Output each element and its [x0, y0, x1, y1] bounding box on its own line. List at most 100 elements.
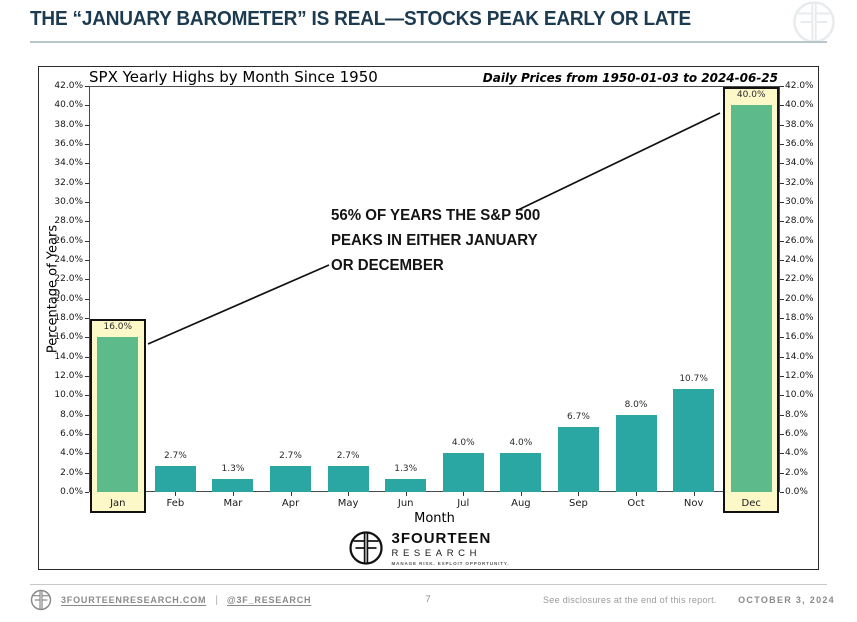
y-tick-label-left: 34.0%: [54, 158, 83, 169]
y-tick-mark: [780, 202, 784, 203]
y-tick-label-left: 42.0%: [54, 81, 83, 91]
y-tick-label-right: 22.0%: [785, 274, 814, 285]
x-tick-mark: [463, 492, 465, 496]
y-tick-label-left: 22.0%: [54, 274, 83, 285]
bar-value-jan: 16.0%: [103, 322, 133, 333]
y-tick-label-right: 20.0%: [785, 293, 814, 304]
x-tick-label-feb: Feb: [166, 498, 185, 509]
y-tick-mark: [780, 144, 784, 145]
y-tick-mark: [85, 453, 89, 455]
x-tick-mark: [175, 492, 177, 496]
y-tick-mark: [85, 260, 89, 261]
y-tick-label-left: 24.0%: [54, 255, 83, 265]
x-tick-label-aug: Aug: [511, 498, 531, 509]
y-tick-label-right: 26.0%: [785, 235, 814, 246]
x-tick-mark: [348, 492, 350, 496]
bar-aug: [500, 453, 542, 492]
y-tick-mark: [85, 492, 89, 493]
y-tick-mark: [780, 105, 784, 107]
chart-card: SPX Yearly Highs by Month Since 1950 Dai…: [38, 66, 819, 570]
x-tick-label-apr: Apr: [281, 498, 300, 509]
y-tick-label-left: 16.0%: [54, 332, 83, 343]
y-tick-label-left: 0.0%: [60, 487, 83, 497]
y-tick-mark: [85, 434, 89, 435]
y-tick-label-right: 28.0%: [785, 216, 814, 227]
y-tick-mark: [780, 124, 784, 126]
y-tick-label-left: 8.0%: [60, 409, 83, 420]
website-link[interactable]: 3FOURTEENRESEARCH.COM: [61, 595, 207, 605]
bar-value-oct: 8.0%: [624, 399, 648, 410]
y-tick-mark: [85, 279, 89, 281]
y-tick-label-left: 36.0%: [54, 139, 83, 149]
footer-logo-icon: [30, 589, 52, 611]
y-tick-mark: [780, 86, 784, 87]
y-tick-label-right: 30.0%: [785, 197, 814, 207]
y-tick-label-left: 30.0%: [54, 197, 83, 207]
y-tick-label-left: 20.0%: [54, 293, 83, 304]
y-tick-label-right: 16.0%: [785, 332, 814, 343]
x-tick-label-mar: Mar: [223, 498, 243, 509]
x-axis-label: Month: [414, 511, 455, 526]
x-tick-label-sep: Sep: [569, 498, 588, 509]
y-tick-mark: [85, 337, 89, 339]
y-tick-mark: [780, 337, 784, 339]
y-tick-mark: [85, 356, 89, 358]
bar-apr: [270, 465, 312, 492]
y-tick-mark: [780, 163, 784, 165]
y-tick-mark: [780, 434, 784, 435]
bar-value-jul: 4.0%: [451, 438, 475, 449]
brand-tagline: MANAGE RISK. EXPLOIT OPPORTUNITY.: [391, 561, 510, 566]
brand-logo: 3FOURTEEN RESEARCH MANAGE RISK. EXPLOIT …: [341, 530, 516, 566]
twitter-link[interactable]: @3F_RESEARCH: [226, 595, 312, 605]
bar-value-apr: 2.7%: [279, 450, 302, 461]
y-tick-label-left: 18.0%: [54, 313, 83, 323]
y-tick-label-right: 12.0%: [785, 371, 814, 381]
y-tick-label-right: 0.0%: [785, 487, 808, 497]
y-tick-label-left: 4.0%: [60, 448, 83, 459]
footer-divider: [30, 584, 827, 585]
y-tick-label-left: 40.0%: [54, 100, 83, 111]
x-tick-label-jun: Jun: [397, 498, 414, 509]
brand-name: 3FOURTEEN: [391, 530, 492, 547]
x-tick-mark: [405, 492, 407, 496]
bar-nov: [673, 388, 715, 492]
x-tick-mark: [520, 492, 522, 496]
x-tick-label-may: May: [337, 498, 359, 509]
bar-mar: [212, 479, 254, 492]
bar-value-sep: 6.7%: [567, 412, 590, 423]
bar-jan: [97, 337, 139, 492]
brand-subname: RESEARCH: [391, 548, 482, 559]
y-tick-label-left: 6.0%: [60, 429, 83, 439]
x-tick-label-nov: Nov: [683, 498, 704, 509]
y-tick-label-right: 32.0%: [785, 177, 814, 188]
bar-value-may: 2.7%: [336, 450, 360, 461]
y-tick-mark: [85, 202, 89, 203]
bar-value-jun: 1.3%: [394, 464, 418, 475]
y-tick-label-right: 6.0%: [785, 429, 808, 439]
y-tick-mark: [85, 376, 89, 377]
y-tick-mark: [85, 163, 89, 165]
y-tick-label-right: 2.0%: [785, 467, 808, 478]
y-tick-mark: [780, 240, 784, 242]
page-number: 7: [425, 594, 431, 605]
bar-value-nov: 10.7%: [679, 373, 708, 384]
bar-jun: [385, 479, 427, 492]
bar-value-mar: 1.3%: [221, 464, 245, 475]
y-tick-mark: [85, 240, 89, 242]
annotation-line-2: PEAKS IN EITHER JANUARY: [331, 232, 538, 249]
x-tick-label-jul: Jul: [457, 498, 470, 509]
y-tick-label-right: 34.0%: [785, 158, 814, 169]
bar-value-dec: 40.0%: [736, 90, 766, 101]
y-tick-label-left: 14.0%: [54, 351, 83, 362]
annotation-line-3: OR DECEMBER: [331, 257, 444, 274]
y-tick-mark: [780, 260, 784, 261]
y-tick-mark: [780, 318, 784, 319]
y-tick-label-right: 18.0%: [785, 313, 814, 323]
footer-left: 3FOURTEENRESEARCH.COM | @3F_RESEARCH: [30, 589, 311, 611]
chart-subtitle: Daily Prices from 1950-01-03 to 2024-06-…: [482, 71, 778, 85]
y-tick-label-left: 12.0%: [54, 371, 83, 381]
chart-title: SPX Yearly Highs by Month Since 1950: [89, 68, 378, 86]
y-tick-mark: [85, 124, 89, 126]
y-tick-label-right: 24.0%: [785, 255, 814, 265]
